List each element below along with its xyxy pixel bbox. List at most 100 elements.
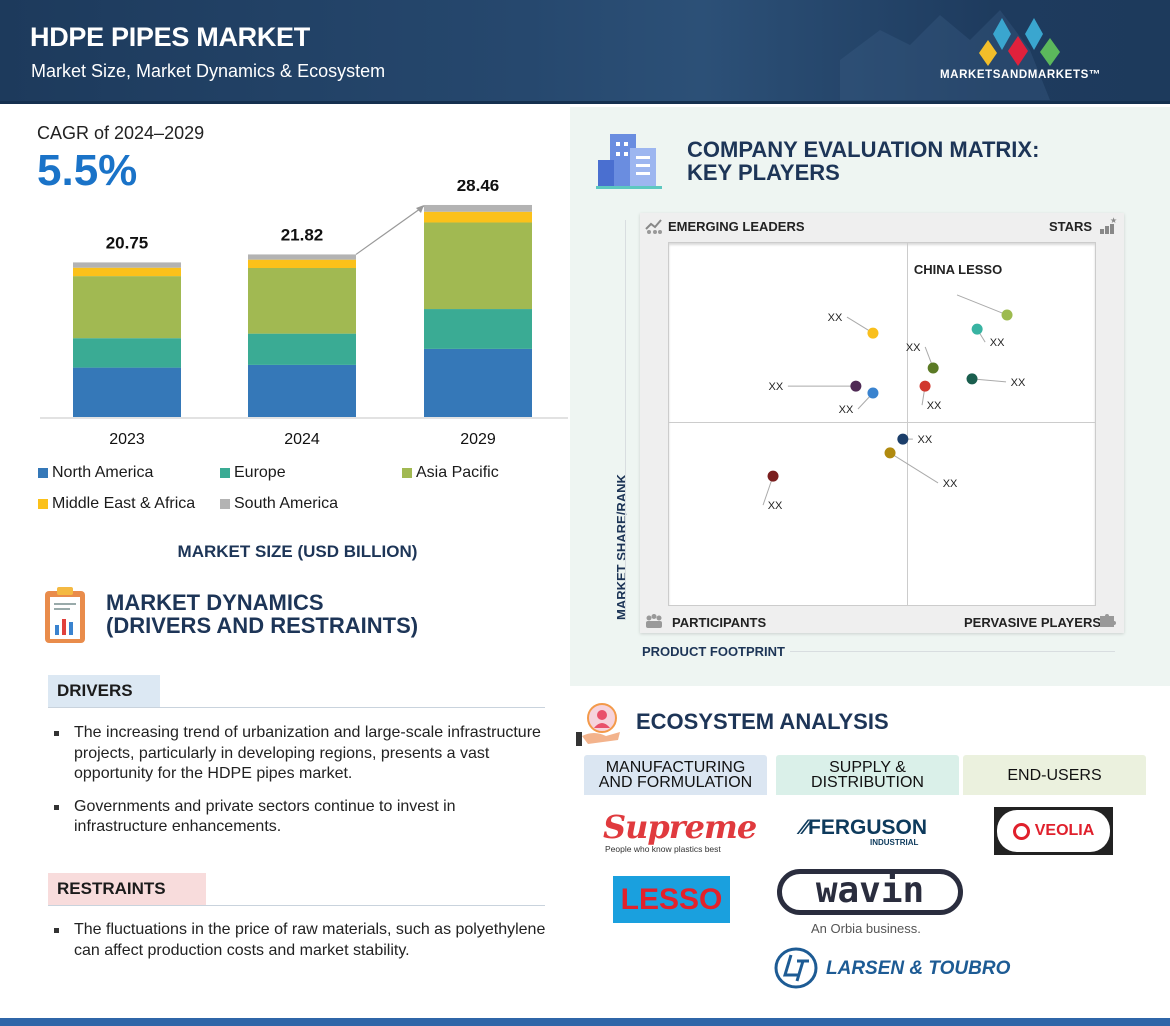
matrix-title: COMPANY EVALUATION MATRIX: KEY PLAYERS [687, 138, 1039, 184]
header-banner: HDPE PIPES MARKET Market Size, Market Dy… [0, 0, 1170, 104]
company-label: XX [1011, 377, 1026, 389]
company-point[interactable] [867, 327, 879, 339]
x-axis-arrow [790, 651, 1115, 652]
matrix-title-line2: KEY PLAYERS [687, 160, 840, 185]
cagr-value: 5.5% [37, 146, 138, 195]
company-label: XX [906, 342, 921, 354]
company-label-china-lesso: CHINA LESSO [914, 262, 1002, 277]
company-point[interactable] [850, 380, 862, 392]
bar-segment-north-america [248, 364, 356, 417]
wavin-subtitle: An Orbia business. [811, 921, 921, 936]
point-leader-line [889, 452, 939, 484]
bar-segment-middle-east-africa [73, 267, 181, 277]
bar-total-label: 20.75 [106, 233, 149, 252]
restraints-list: The fluctuations in the price of raw mat… [48, 920, 548, 961]
bar-segment-south-america [248, 254, 356, 260]
veolia-logo: VEOLIA [994, 807, 1113, 855]
x-tick-label: 2023 [109, 431, 145, 448]
x-tick-label: 2029 [460, 431, 496, 448]
company-point[interactable] [927, 362, 939, 374]
company-point[interactable] [767, 470, 779, 482]
page-title: HDPE PIPES MARKET [30, 22, 310, 52]
bar-segment-south-america [73, 262, 181, 268]
company-point[interactable] [1001, 309, 1013, 321]
company-point[interactable] [971, 323, 983, 335]
point-leader-line [971, 378, 1007, 383]
restraint-item: The fluctuations in the price of raw mat… [48, 920, 548, 961]
drivers-tag: DRIVERS [48, 675, 160, 707]
y-axis-arrow [625, 220, 626, 620]
ecosystem-header-supply: SUPPLY & DISTRIBUTION [776, 755, 959, 795]
company-point[interactable] [966, 373, 978, 385]
market-size-caption: MARKET SIZE (USD BILLION) [177, 542, 418, 561]
ferguson-subtitle: INDUSTRIAL [870, 838, 919, 847]
company-label: XX [769, 381, 784, 393]
buildings-icon [596, 134, 662, 189]
company-label: XX [828, 312, 843, 324]
company-point[interactable] [867, 387, 879, 399]
bar-segment-asia-pacific [73, 276, 181, 339]
company-label: XX [990, 337, 1005, 349]
bar-segment-asia-pacific [248, 268, 356, 334]
brand-name: MARKETSANDMARKETS™ [940, 69, 1101, 81]
driver-item: Governments and private sectors continue… [48, 797, 548, 838]
bar-segment-europe [248, 333, 356, 365]
dynamics-title-line1: MARKET DYNAMICS [106, 590, 324, 615]
driver-item: The increasing trend of urbanization and… [48, 723, 548, 785]
quadrant-pervasive-players: PERVASIVE PLAYERS [964, 615, 1102, 630]
ecosystem-header-manufacturing: MANUFACTURING AND FORMULATION [584, 755, 767, 795]
quadrant-participants: PARTICIPANTS [672, 615, 767, 630]
ecosystem-hand-icon [576, 703, 620, 746]
bar-segment-south-america [424, 204, 532, 212]
legend-asia-pacific: Asia Pacific [402, 464, 499, 482]
wavin-logo: wavin [777, 869, 963, 915]
legend-south-america: South America [220, 495, 338, 513]
restraints-tag: RESTRAINTS [48, 873, 206, 905]
legend-middle-east-africa: Middle East & Africa [38, 495, 195, 513]
growth-arrow [355, 205, 425, 255]
larsen-toubro-logo: LARSEN & TOUBRO [826, 958, 1011, 979]
ecosystem-title: ECOSYSTEM ANALYSIS [636, 709, 889, 734]
dynamics-title-line2: (DRIVERS AND RESTRAINTS) [106, 613, 419, 638]
legend-north-america: North America [38, 464, 153, 482]
bar-segment-asia-pacific [424, 222, 532, 310]
bar-segment-middle-east-africa [248, 259, 356, 268]
restraints-section: RESTRAINTS [48, 873, 545, 906]
larsen-toubro-emblem-icon [774, 947, 818, 989]
bar-total-label: 21.82 [281, 225, 324, 244]
evaluation-matrix-chart: CHINA LESSO XX XX XX XX XX XX XX XX XX XX [668, 242, 1095, 605]
supreme-tagline: People who know plastics best [605, 844, 721, 854]
quadrant-stars: STARS [1049, 219, 1093, 234]
ecosystem-header-end-users: END-USERS [963, 755, 1146, 795]
growth-arrow-head [416, 204, 424, 213]
company-label: XX [943, 478, 958, 490]
drivers-section: DRIVERS [48, 675, 545, 708]
lesso-logo: LESSO [613, 876, 730, 923]
ferguson-logo: ⁄⁄FERGUSON [801, 816, 928, 839]
matrix-title-line1: COMPANY EVALUATION MATRIX: [687, 137, 1040, 162]
bar-segment-europe [73, 338, 181, 368]
company-label: XX [768, 500, 783, 512]
company-point[interactable] [897, 433, 909, 445]
market-size-bar-chart: 20.75 2023 21.82 2024 28.46 2029 [40, 180, 568, 448]
bar-segment-europe [424, 309, 532, 349]
footer-bar [0, 1018, 1170, 1026]
bar-segment-middle-east-africa [424, 211, 532, 223]
company-point[interactable] [884, 447, 896, 459]
x-axis-label: PRODUCT FOOTPRINT [642, 644, 785, 659]
puzzle-icon [1100, 614, 1116, 627]
stars-icon: ★ [1100, 216, 1117, 234]
bar-segment-north-america [424, 348, 532, 417]
company-point[interactable] [919, 380, 931, 392]
emerging-leaders-icon [645, 219, 662, 234]
dynamics-title: MARKET DYNAMICS (DRIVERS AND RESTRAINTS) [106, 591, 418, 637]
bar-segment-north-america [73, 367, 181, 417]
company-label: XX [918, 434, 933, 446]
supreme-logo: Supreme [603, 808, 757, 846]
bar-total-label: 28.46 [457, 180, 500, 195]
marketsandmarkets-logo-icon [979, 18, 1060, 66]
page-subtitle: Market Size, Market Dynamics & Ecosystem [31, 61, 386, 81]
chart-legend: North America Europe Asia Pacific Middle… [38, 464, 558, 524]
company-label: XX [839, 404, 854, 416]
participants-icon [646, 614, 662, 628]
